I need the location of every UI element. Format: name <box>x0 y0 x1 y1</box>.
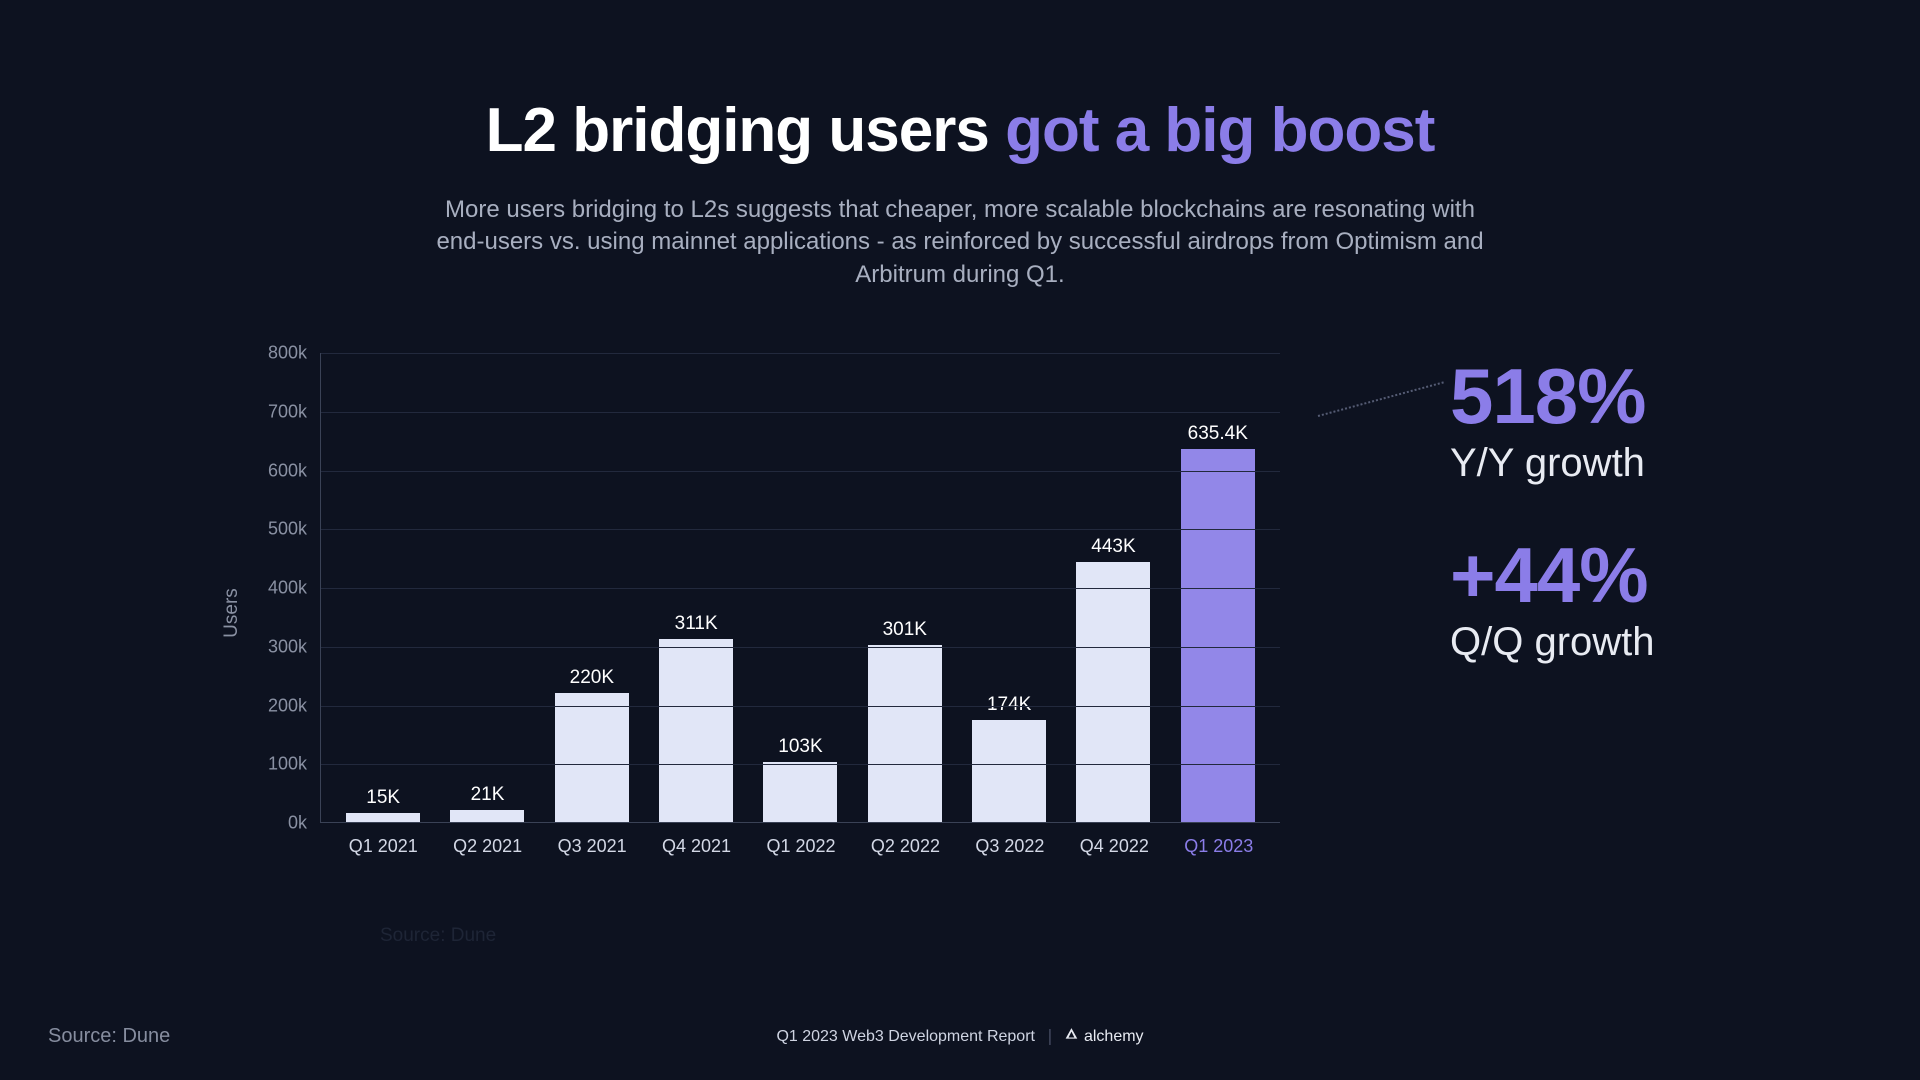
bar-value-label: 635.4K <box>1188 423 1248 445</box>
bar: 301K <box>860 645 950 822</box>
metric-yoy-label: Y/Y growth <box>1450 441 1655 486</box>
metric-qoq-value: +44% <box>1450 536 1655 614</box>
bar-rect: 174K <box>972 720 1046 822</box>
bar: 15K <box>338 813 428 822</box>
bar-value-label: 21K <box>471 784 505 806</box>
footer-center: Q1 2023 Web3 Development Report alchemy <box>776 1027 1143 1046</box>
y-tick: 500k <box>268 519 321 540</box>
y-tick: 400k <box>268 578 321 599</box>
title-plain: L2 bridging users <box>486 96 1005 165</box>
y-tick: 600k <box>268 460 321 481</box>
bar-value-label: 443K <box>1091 536 1135 558</box>
footer-source: Source: Dune <box>48 1025 170 1048</box>
bar: 220K <box>547 693 637 822</box>
metric-qoq-label: Q/Q growth <box>1450 620 1655 665</box>
chart-source: Source: Dune <box>380 925 496 947</box>
grid-line <box>321 764 1280 765</box>
y-tick: 100k <box>268 754 321 775</box>
content-row: Users 15K 21K 220K 311K 103K 301K 174K 443K 635.… <box>0 353 1920 873</box>
metric-yoy-value: 518% <box>1450 357 1655 435</box>
x-tick: Q4 2022 <box>1080 822 1149 857</box>
metric-yoy: 518% Y/Y growth <box>1450 357 1655 486</box>
y-tick: 300k <box>268 636 321 657</box>
bar-value-label: 220K <box>570 667 614 689</box>
bar-rect: 21K <box>450 810 524 822</box>
slide-subtitle: More users bridging to L2s suggests that… <box>435 194 1485 291</box>
x-tick: Q2 2022 <box>871 822 940 857</box>
x-tick: Q1 2023 <box>1184 822 1253 857</box>
plot-area: 15K21K220K311K103K301K174K443K635.4K 0k1… <box>320 353 1280 823</box>
footer-brand-name: alchemy <box>1084 1028 1144 1046</box>
bar-value-label: 15K <box>366 787 400 809</box>
bar-rect: 443K <box>1076 562 1150 822</box>
footer-brand: alchemy <box>1064 1027 1144 1046</box>
bar-chart: Users 15K21K220K311K103K301K174K443K635.… <box>260 353 1320 873</box>
title-highlight: got a big boost <box>1005 96 1434 165</box>
y-tick: 200k <box>268 695 321 716</box>
grid-line <box>321 412 1280 413</box>
footer-report: Q1 2023 Web3 Development Report <box>776 1028 1035 1046</box>
bar-rect: 15K <box>346 813 420 822</box>
y-tick: 800k <box>268 343 321 364</box>
callout-line <box>1318 382 1444 418</box>
x-tick: Q1 2022 <box>766 822 835 857</box>
grid-line <box>321 353 1280 354</box>
y-axis-label: Users <box>221 588 243 638</box>
x-tick: Q2 2021 <box>453 822 522 857</box>
bar: 635.4K <box>1173 449 1263 822</box>
grid-line <box>321 471 1280 472</box>
grid-line <box>321 529 1280 530</box>
grid-line <box>321 588 1280 589</box>
bar: 311K <box>651 639 741 822</box>
bar-value-label: 301K <box>883 619 927 641</box>
y-tick: 700k <box>268 401 321 422</box>
bar-value-label: 103K <box>778 736 822 758</box>
metric-qoq: +44% Q/Q growth <box>1450 536 1655 665</box>
bar-rect: 635.4K <box>1181 449 1255 822</box>
bar-rect: 311K <box>659 639 733 822</box>
metrics-panel: 518% Y/Y growth +44% Q/Q growth <box>1320 353 1655 873</box>
slide: L2 bridging users got a big boost More u… <box>0 0 1920 1080</box>
footer: Source: Dune Q1 2023 Web3 Development Re… <box>0 1025 1920 1048</box>
y-tick: 0k <box>288 813 321 834</box>
bar: 174K <box>964 720 1054 822</box>
slide-title: L2 bridging users got a big boost <box>0 95 1920 166</box>
bar-value-label: 311K <box>675 613 718 635</box>
bar: 103K <box>755 762 845 823</box>
grid-line <box>321 706 1280 707</box>
bar-rect: 301K <box>868 645 942 822</box>
bar: 443K <box>1068 562 1158 822</box>
x-tick: Q3 2022 <box>975 822 1044 857</box>
bar-rect: 103K <box>763 762 837 823</box>
x-tick: Q3 2021 <box>558 822 627 857</box>
bar: 21K <box>442 810 532 822</box>
bar-rect: 220K <box>555 693 629 822</box>
x-tick: Q4 2021 <box>662 822 731 857</box>
x-tick: Q1 2021 <box>349 822 418 857</box>
footer-divider <box>1049 1029 1050 1045</box>
alchemy-logo-icon <box>1064 1027 1078 1046</box>
grid-line <box>321 647 1280 648</box>
